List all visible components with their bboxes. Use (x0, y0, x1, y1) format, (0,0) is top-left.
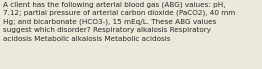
Text: A client has the following arterial blood gas (ABG) values: pH,
7.12; partial pr: A client has the following arterial bloo… (3, 1, 235, 42)
